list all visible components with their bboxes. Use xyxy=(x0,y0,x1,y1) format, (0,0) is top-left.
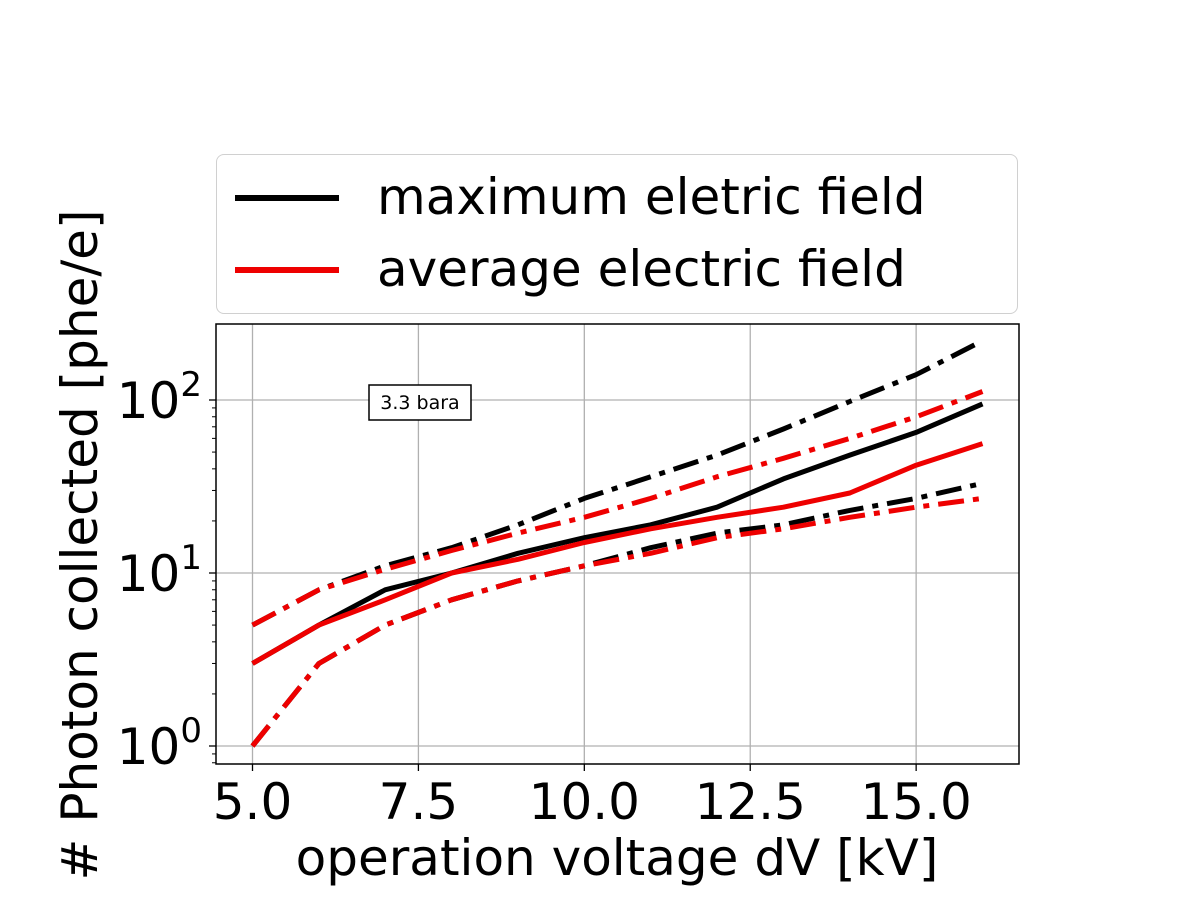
legend-item-average: average electric field xyxy=(217,239,1017,299)
annotation-box: 3.3 bara xyxy=(368,384,472,421)
grid-lines xyxy=(216,324,1019,764)
y-tick-label: 100 xyxy=(117,711,202,776)
y-axis-label: # Photon collected [phe/e] xyxy=(51,210,109,881)
legend-swatch-average xyxy=(235,267,339,273)
axis-ticks: 5.0 7.5 10.0 12.5 15.0 100 101 102 xyxy=(117,365,972,831)
legend: maximum eletric field average electric f… xyxy=(216,154,1018,314)
series-line-2 xyxy=(250,480,984,748)
x-tick-label: 5.0 xyxy=(213,773,293,831)
series-line-1 xyxy=(251,401,984,666)
legend-item-maximum: maximum eletric field xyxy=(217,167,1017,227)
x-tick-label: 15.0 xyxy=(860,773,971,831)
x-tick-label: 7.5 xyxy=(379,773,459,831)
series-line-3 xyxy=(251,389,984,628)
plot-lines xyxy=(250,338,984,748)
y-tick-label: 102 xyxy=(117,365,202,430)
series-line-4 xyxy=(251,441,984,666)
annotation-text: 3.3 bara xyxy=(380,392,459,414)
series-line-0 xyxy=(251,338,984,628)
legend-label-maximum: maximum eletric field xyxy=(377,168,926,226)
legend-label-average: average electric field xyxy=(377,240,906,298)
series-line-5 xyxy=(250,495,983,748)
x-tick-label: 12.5 xyxy=(695,773,806,831)
plot-frame xyxy=(215,323,1020,765)
y-tick-label: 101 xyxy=(117,538,202,603)
x-tick-label: 10.0 xyxy=(529,773,640,831)
x-axis-label: operation voltage dV [kV] xyxy=(296,829,939,887)
legend-swatch-maximum xyxy=(235,195,339,201)
